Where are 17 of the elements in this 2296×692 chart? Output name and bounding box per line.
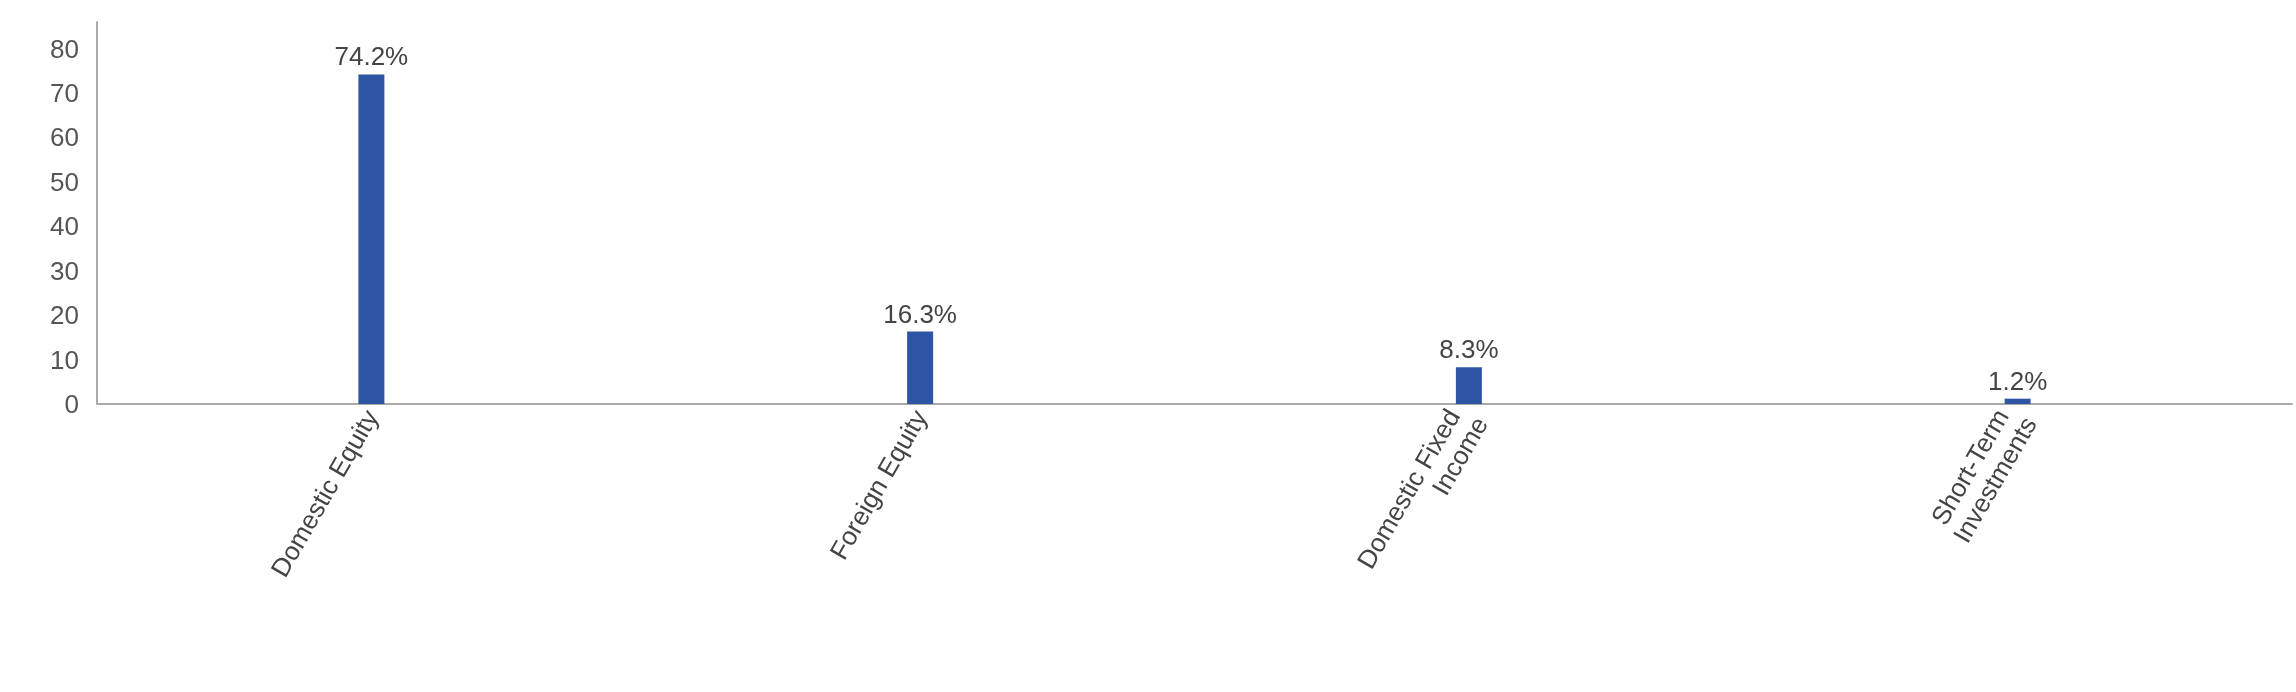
bar <box>1455 367 1482 404</box>
bar <box>358 74 385 404</box>
y-tick-label: 30 <box>50 255 79 286</box>
y-tick-label: 60 <box>50 122 79 153</box>
y-tick-label: 50 <box>50 166 79 197</box>
bar <box>907 331 934 404</box>
y-tick-label: 20 <box>50 300 79 331</box>
y-tick-label: 10 <box>50 344 79 375</box>
data-label: 74.2% <box>334 41 409 72</box>
y-tick-label: 80 <box>50 33 79 64</box>
y-tick-label: 70 <box>50 78 79 109</box>
y-tick-label: 40 <box>50 211 79 242</box>
data-label: 1.2% <box>1987 365 2048 396</box>
bar <box>2004 398 2031 404</box>
y-tick-label: 0 <box>64 389 79 419</box>
data-label: 16.3% <box>883 298 957 329</box>
data-label: 8.3% <box>1439 334 1499 365</box>
